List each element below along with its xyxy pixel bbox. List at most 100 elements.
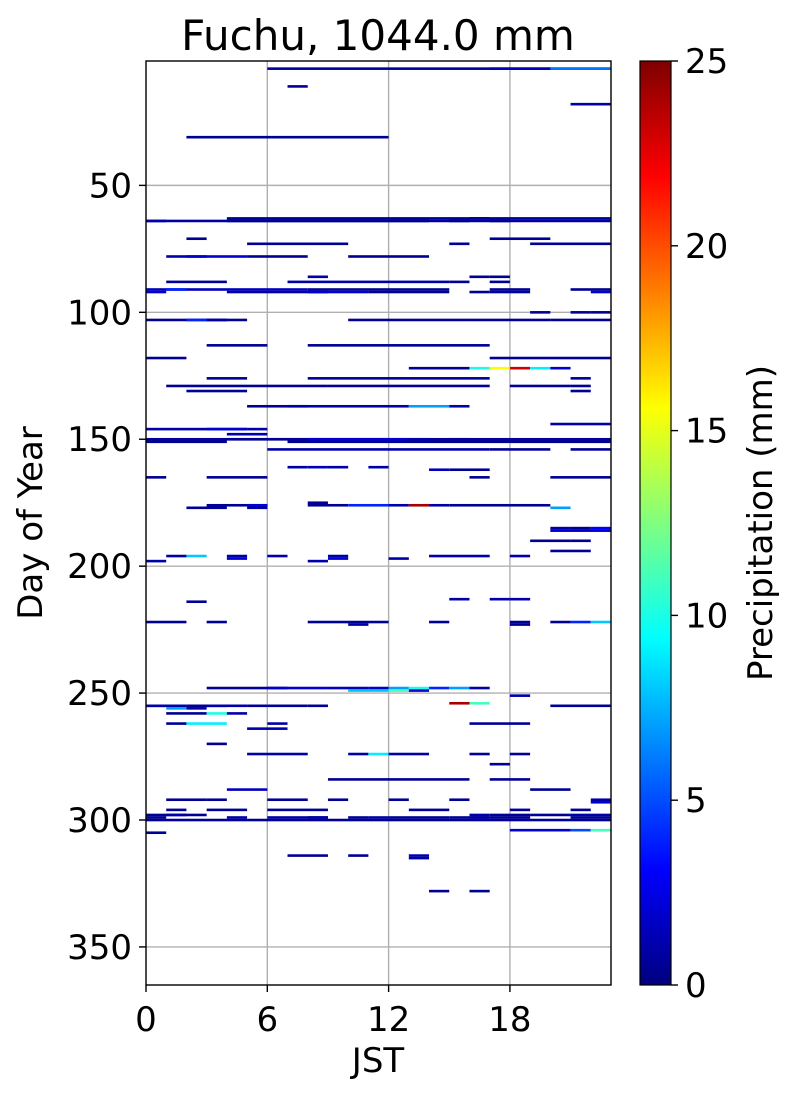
precip-cell bbox=[307, 501, 328, 505]
precip-cell bbox=[247, 506, 268, 510]
precip-cell bbox=[186, 506, 227, 510]
precip-cell bbox=[146, 818, 248, 822]
precip-cell bbox=[307, 559, 328, 563]
precip-cell bbox=[590, 798, 611, 802]
colorbar-tick-label: 20 bbox=[685, 227, 728, 267]
precip-cell bbox=[267, 554, 288, 558]
precip-cell bbox=[267, 798, 288, 802]
precip-cell bbox=[469, 752, 490, 756]
precip-cell bbox=[267, 722, 288, 725]
precip-cell bbox=[226, 554, 248, 558]
precip-cell bbox=[206, 686, 288, 690]
precip-cell bbox=[146, 620, 187, 624]
precip-cell bbox=[550, 318, 611, 322]
precip-cell bbox=[307, 288, 450, 291]
precip-cell bbox=[287, 798, 308, 802]
precip-cell bbox=[449, 468, 490, 472]
precip-cell bbox=[307, 620, 389, 624]
precip-cell bbox=[166, 813, 187, 817]
precip-cell bbox=[146, 288, 308, 291]
precip-cell bbox=[186, 255, 248, 258]
precip-cell bbox=[348, 816, 369, 819]
precip-cell bbox=[509, 384, 571, 388]
precip-cell bbox=[489, 290, 531, 294]
precip-cell bbox=[469, 813, 490, 817]
precip-cell bbox=[166, 722, 187, 725]
precip-cell bbox=[489, 762, 510, 766]
precip-cell bbox=[206, 712, 227, 715]
precip-cell bbox=[590, 800, 611, 804]
y-tick-label: 200 bbox=[67, 547, 132, 587]
precip-cell bbox=[449, 798, 470, 802]
precip-cell bbox=[327, 465, 349, 469]
precip-cell bbox=[247, 255, 288, 258]
precip-cell bbox=[307, 437, 409, 441]
precip-cell bbox=[449, 701, 470, 705]
precip-cell bbox=[469, 686, 490, 690]
precip-cell bbox=[489, 778, 531, 781]
precip-cell bbox=[550, 506, 571, 510]
precip-cell bbox=[408, 686, 430, 690]
precip-cell bbox=[469, 701, 490, 705]
precip-cell bbox=[348, 752, 369, 756]
precip-cell bbox=[186, 600, 207, 604]
precip-cell bbox=[307, 275, 328, 279]
precip-cell bbox=[146, 704, 187, 708]
precip-cell bbox=[388, 557, 409, 560]
precip-cell bbox=[388, 689, 409, 692]
precip-cell bbox=[570, 288, 611, 291]
precip-cell bbox=[206, 704, 248, 708]
precip-cell bbox=[307, 290, 369, 294]
precip-cell bbox=[429, 503, 450, 507]
precip-cell bbox=[449, 242, 470, 246]
precip-cell bbox=[550, 549, 591, 553]
precip-cell bbox=[226, 432, 268, 436]
precip-cell bbox=[267, 686, 328, 690]
precip-cell bbox=[469, 290, 490, 294]
precip-cell bbox=[186, 237, 207, 241]
precip-cell bbox=[287, 404, 409, 408]
precip-cell bbox=[186, 135, 389, 139]
precip-cell bbox=[388, 798, 409, 802]
precip-cell bbox=[226, 219, 349, 223]
precip-cell bbox=[146, 559, 167, 563]
precip-cell bbox=[449, 437, 470, 441]
precip-cell bbox=[449, 503, 470, 507]
precip-cell bbox=[509, 752, 531, 756]
precip-cell bbox=[429, 686, 450, 690]
precip-cell bbox=[509, 366, 531, 370]
precip-cell bbox=[348, 623, 369, 626]
precip-cell bbox=[186, 389, 248, 393]
precip-cell bbox=[570, 526, 591, 530]
precip-cell bbox=[327, 798, 349, 802]
precip-cell bbox=[509, 623, 531, 626]
precip-cell bbox=[348, 503, 389, 507]
precip-cell bbox=[287, 465, 308, 469]
precip-cell bbox=[489, 237, 551, 241]
precip-cell bbox=[570, 808, 591, 812]
precip-cell bbox=[449, 280, 470, 284]
precip-cell bbox=[509, 620, 531, 624]
precip-cell bbox=[489, 816, 531, 819]
precip-cell bbox=[247, 727, 288, 730]
precip-cell bbox=[388, 752, 430, 756]
precip-cell bbox=[408, 503, 430, 507]
y-tick-label: 250 bbox=[67, 674, 132, 714]
precip-cell bbox=[489, 597, 510, 601]
precip-cell bbox=[449, 597, 470, 601]
precip-cell bbox=[247, 818, 611, 822]
precip-cell bbox=[348, 689, 389, 692]
precip-cell bbox=[368, 752, 389, 756]
x-tick-label: 0 bbox=[135, 1000, 157, 1040]
precip-cell bbox=[570, 377, 591, 380]
precip-cell bbox=[530, 242, 611, 246]
precip-cell bbox=[408, 856, 430, 860]
precip-cell bbox=[550, 526, 571, 530]
precip-cell bbox=[449, 219, 470, 223]
x-axis-label: JST bbox=[350, 1041, 405, 1081]
y-tick-label: 300 bbox=[67, 801, 132, 841]
precip-cell bbox=[469, 816, 490, 819]
precip-cell bbox=[368, 816, 389, 819]
precip-cell bbox=[408, 437, 430, 441]
